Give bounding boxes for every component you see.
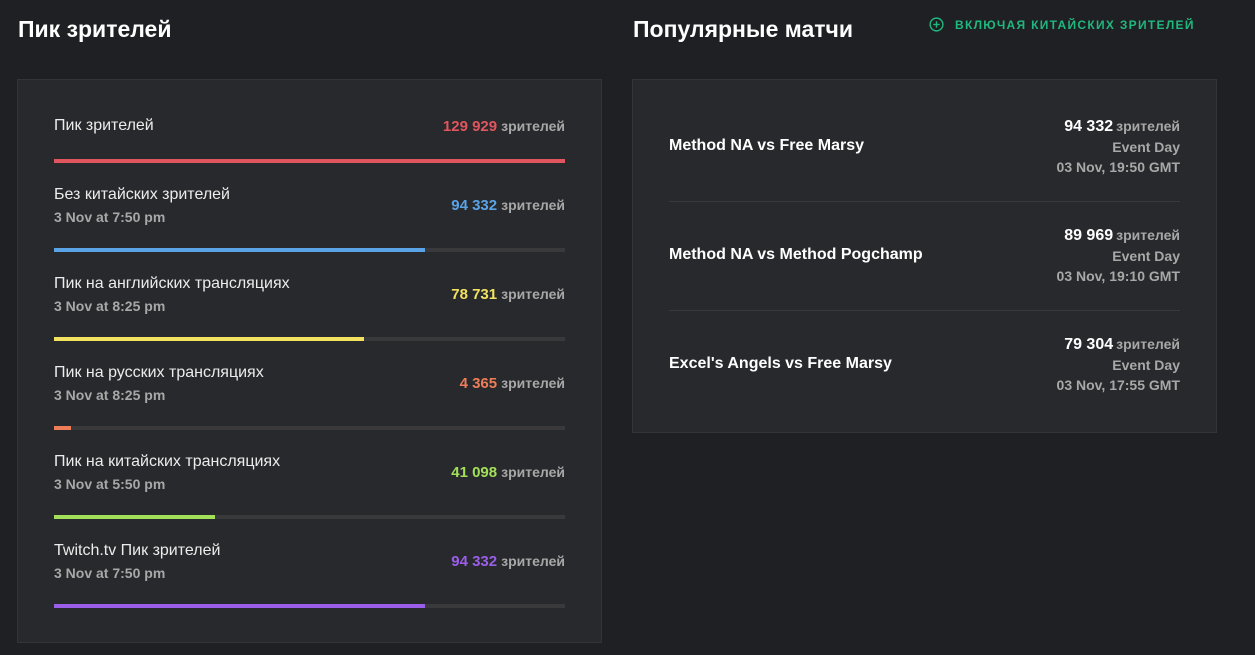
match-meta: 94 332 зрителей Event Day 03 Nov, 19:50 G… <box>1057 116 1180 177</box>
stat-value: 94 332 зрителей <box>451 197 565 214</box>
stat-unit: зрителей <box>501 286 565 302</box>
stat-date: 3 Nov at 8:25 pm <box>54 298 166 314</box>
progress-bar-fill <box>54 515 216 519</box>
progress-bar <box>54 515 565 519</box>
match-viewer-unit: зрителей <box>1116 118 1180 134</box>
stat-date: 3 Nov at 7:50 pm <box>54 565 166 581</box>
stat-unit: зрителей <box>501 375 565 391</box>
progress-bar <box>54 248 565 252</box>
progress-bar-fill <box>54 426 72 430</box>
stat-value: 129 929 зрителей <box>443 118 565 135</box>
match-time: 03 Nov, 17:55 GMT <box>1056 377 1180 393</box>
match-viewer-unit: зрителей <box>1116 336 1180 352</box>
match-time: 03 Nov, 19:50 GMT <box>1056 159 1180 175</box>
progress-bar <box>54 604 565 608</box>
stat-row-chinese: Пик на китайских трансляциях 3 Nov at 5:… <box>54 453 565 542</box>
match-name[interactable]: Excel's Angels vs Free Marsy <box>669 355 892 372</box>
stat-label: Twitch.tv Пик зрителей <box>54 542 221 559</box>
matches-panel: Method NA vs Free Marsy 94 332 зрителей E… <box>632 79 1217 433</box>
progress-bar-fill <box>54 248 425 252</box>
progress-bar <box>54 159 565 163</box>
match-viewer-count: 89 969 <box>1064 227 1114 244</box>
stat-label: Пик на русских трансляциях <box>54 364 264 381</box>
stat-number: 78 731 <box>451 286 498 303</box>
stat-value: 78 731 зрителей <box>451 286 565 303</box>
stat-label: Пик зрителей <box>54 117 154 134</box>
stat-unit: зрителей <box>501 553 565 569</box>
match-time: 03 Nov, 19:10 GMT <box>1056 268 1180 284</box>
match-viewers: 89 969 зрителей <box>1057 225 1180 246</box>
stat-number: 4 365 <box>459 375 498 392</box>
match-name[interactable]: Method NA vs Free Marsy <box>669 137 865 154</box>
viewers-panel: Пик зрителей 129 929 зрителей Без китайск… <box>17 79 602 643</box>
stat-unit: зрителей <box>501 197 565 213</box>
match-name[interactable]: Method NA vs Method Pogchamp <box>669 246 923 263</box>
plus-circle-icon <box>929 17 944 32</box>
stat-value: 94 332 зрителей <box>451 553 565 570</box>
stat-unit: зрителей <box>501 118 565 134</box>
match-meta: 79 304 зрителей Event Day 03 Nov, 17:55 G… <box>1057 334 1180 395</box>
match-row[interactable]: Excel's Angels vs Free Marsy 79 304 зрите… <box>669 310 1180 420</box>
match-event: Event Day <box>1112 139 1180 155</box>
stat-number: 129 929 <box>442 118 498 135</box>
stat-date: 3 Nov at 8:25 pm <box>54 387 166 403</box>
stat-label: Без китайских зрителей <box>54 186 230 203</box>
match-viewer-count: 94 332 <box>1064 118 1114 135</box>
stat-value: 4 365 зрителей <box>460 375 565 392</box>
stat-label: Пик на английских трансляциях <box>54 275 290 292</box>
stat-row-peak: Пик зрителей 129 929 зрителей <box>54 117 565 206</box>
match-viewers: 94 332 зрителей <box>1057 116 1180 137</box>
stat-value: 41 098 зрителей <box>451 464 565 481</box>
match-meta: 89 969 зрителей Event Day 03 Nov, 19:10 G… <box>1057 225 1180 286</box>
match-event: Event Day <box>1112 248 1180 264</box>
matches-section-title: Популярные матчи <box>633 16 854 42</box>
match-viewer-count: 79 304 <box>1064 336 1114 353</box>
stat-row-russian: Пик на русских трансляциях 3 Nov at 8:25… <box>54 364 565 453</box>
stat-label: Пик на китайских трансляциях <box>54 453 281 470</box>
stat-date: 3 Nov at 7:50 pm <box>54 209 166 225</box>
match-event: Event Day <box>1112 357 1180 373</box>
progress-bar <box>54 337 565 341</box>
stat-number: 41 098 <box>451 464 498 481</box>
include-chinese-viewers-toggle[interactable]: включая китайских зрителей <box>929 17 1195 32</box>
progress-bar <box>54 426 565 430</box>
progress-bar-fill <box>54 604 425 608</box>
stat-row-twitch: Twitch.tv Пик зрителей 3 Nov at 7:50 pm … <box>54 542 565 631</box>
toggle-label: включая китайских зрителей <box>955 17 1195 32</box>
progress-bar-fill <box>54 159 565 163</box>
stat-number: 94 332 <box>451 553 498 570</box>
match-viewers: 79 304 зрителей <box>1057 334 1180 355</box>
stat-row-english: Пик на английских трансляциях 3 Nov at 8… <box>54 275 565 364</box>
progress-bar-fill <box>54 337 364 341</box>
stat-number: 94 332 <box>451 197 498 214</box>
match-row[interactable]: Method NA vs Method Pogchamp 89 969 зрите… <box>669 201 1180 311</box>
stat-unit: зрителей <box>501 464 565 480</box>
match-viewer-unit: зрителей <box>1116 227 1180 243</box>
stat-row-without-chinese: Без китайских зрителей 3 Nov at 7:50 pm … <box>54 186 565 275</box>
viewers-section-title: Пик зрителей <box>18 16 172 42</box>
stat-date: 3 Nov at 5:50 pm <box>54 476 166 492</box>
match-row[interactable]: Method NA vs Free Marsy 94 332 зрителей E… <box>669 92 1180 201</box>
